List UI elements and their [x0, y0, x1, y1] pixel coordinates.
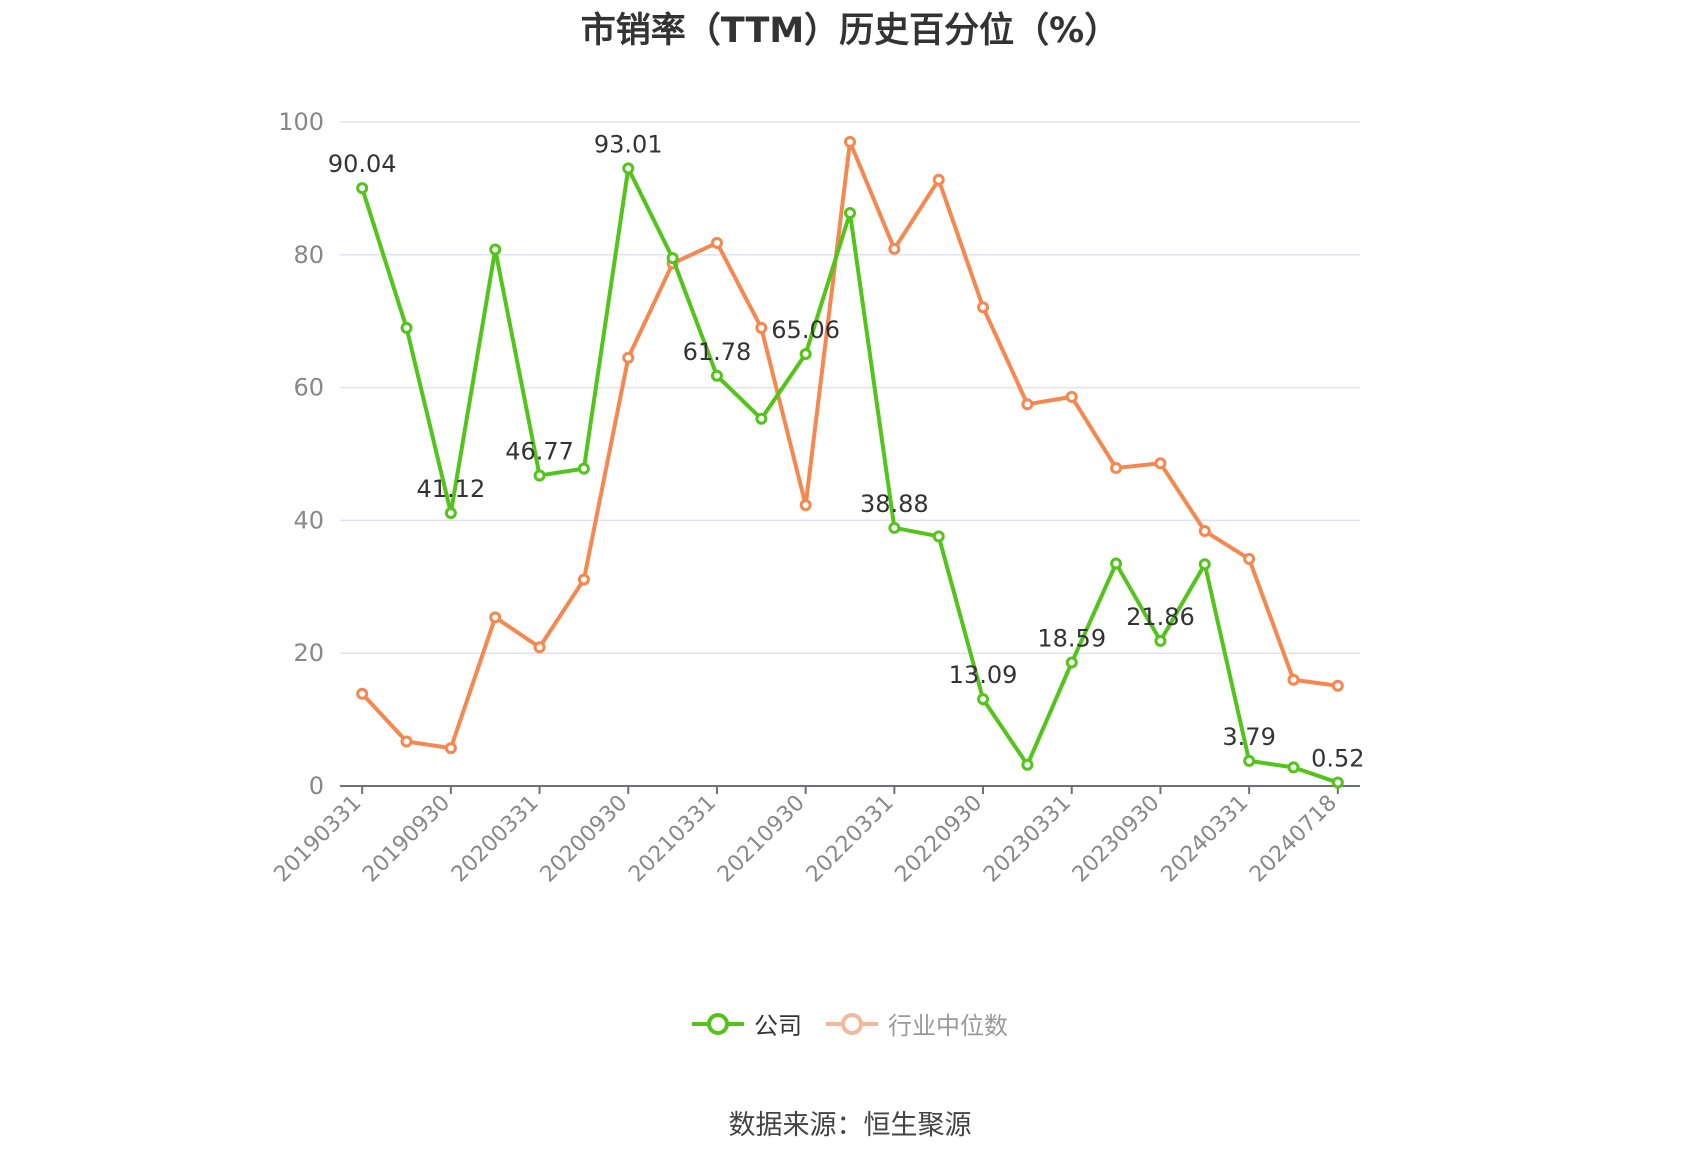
legend-industry-symbol-icon [826, 1012, 878, 1035]
data-point-industry [577, 573, 590, 586]
legend-industry-label: 行业中位数 [888, 1012, 1008, 1040]
x-tick-label: 20200331 [447, 791, 544, 888]
data-point-company [977, 693, 990, 706]
data-point-company [1065, 656, 1078, 669]
series-line-company [360, 166, 1339, 785]
data-label: 3.79 [1222, 723, 1275, 751]
x-tick-label: 20190930 [358, 791, 455, 888]
data-point-company [444, 506, 457, 519]
data-point-company [1198, 558, 1211, 571]
data-point-company [577, 462, 590, 475]
data-point-industry [444, 742, 457, 755]
x-tick-label: 20210930 [713, 791, 810, 888]
data-point-company [888, 521, 901, 534]
data-label: 13.09 [949, 661, 1018, 689]
x-tick-label: 20240331 [1157, 791, 1254, 888]
x-tick-label: 20220930 [890, 791, 987, 888]
data-point-company [622, 162, 635, 175]
data-point-company [710, 369, 723, 382]
data-point-company [1021, 758, 1034, 771]
x-tick-label: 20220331 [802, 791, 899, 888]
series-lines [356, 135, 1344, 789]
data-point-industry [755, 321, 768, 334]
legend-item-company[interactable]: 公司 [692, 1006, 802, 1041]
data-source: 数据来源：恒生聚源 [728, 1110, 972, 1141]
data-point-company [666, 252, 679, 265]
data-point-company [400, 321, 413, 334]
data-label: 21.86 [1126, 603, 1195, 631]
data-point-company [1287, 761, 1300, 774]
data-point-industry [932, 173, 945, 186]
data-point-company [932, 530, 945, 543]
data-point-company [1110, 557, 1123, 570]
data-point-company [1243, 754, 1256, 767]
data-point-industry [1243, 552, 1256, 565]
data-point-industry [1154, 457, 1167, 470]
data-point-industry [888, 242, 901, 255]
data-point-industry [710, 236, 723, 249]
y-tick-label: 100 [278, 108, 324, 136]
data-label: 18.59 [1037, 625, 1106, 653]
data-point-company [844, 206, 856, 219]
data-point-industry [533, 641, 546, 654]
data-point-industry [1110, 461, 1123, 474]
data-point-industry [1287, 673, 1300, 686]
data-point-industry [400, 735, 413, 748]
x-tick-label: 20210331 [624, 791, 721, 888]
grid-lines [340, 121, 1360, 654]
data-label: 65.06 [771, 316, 840, 344]
y-tick-label: 20 [293, 639, 324, 667]
data-label: 0.52 [1311, 745, 1364, 773]
data-label: 38.88 [860, 490, 929, 518]
data-point-industry [356, 687, 369, 700]
data-labels: 90.04 41.12 46.77 93.01 61.78 65.06 38.88 13.09… [328, 130, 1365, 772]
y-tick-label: 60 [293, 374, 324, 402]
x-tick-label: 20240718 [1245, 791, 1342, 888]
y-tick-label: 40 [293, 506, 324, 534]
data-point-industry [1021, 398, 1034, 411]
data-point-company [755, 412, 768, 425]
data-label: 46.77 [505, 437, 574, 465]
data-point-industry [489, 611, 502, 624]
data-label: 90.04 [328, 150, 397, 178]
legend-company-label: 公司 [754, 1012, 802, 1040]
x-tick-label: 20190331 [270, 791, 367, 888]
chart-title: 市销率（TTM）历史百分位（%） [580, 11, 1120, 51]
data-point-company [533, 469, 546, 482]
data-label: 41.12 [417, 475, 486, 503]
data-point-industry [844, 135, 856, 148]
data-label: 93.01 [594, 130, 663, 158]
data-point-industry [1331, 679, 1344, 692]
legend-company-symbol-icon [692, 1012, 744, 1035]
legend-item-industry[interactable]: 行业中位数 [826, 1006, 1008, 1041]
data-point-industry [1198, 525, 1211, 538]
y-tick-label: 0 [309, 772, 324, 800]
data-point-company [489, 243, 502, 256]
legend: 公司 行业中位数 [0, 1006, 1700, 1041]
data-point-company [799, 348, 812, 361]
data-point-industry [622, 351, 635, 364]
data-point-company [1154, 634, 1167, 647]
data-point-industry [1065, 390, 1078, 403]
data-point-industry [799, 499, 812, 512]
x-tick-label: 20200930 [536, 791, 633, 888]
x-tick-label: 20230331 [979, 791, 1076, 888]
y-tick-label: 80 [293, 241, 324, 269]
x-tick-label: 20230930 [1068, 791, 1165, 888]
data-point-industry [977, 301, 990, 314]
data-label: 61.78 [683, 338, 752, 366]
data-point-company [356, 182, 369, 195]
data-point-company [1331, 776, 1344, 789]
